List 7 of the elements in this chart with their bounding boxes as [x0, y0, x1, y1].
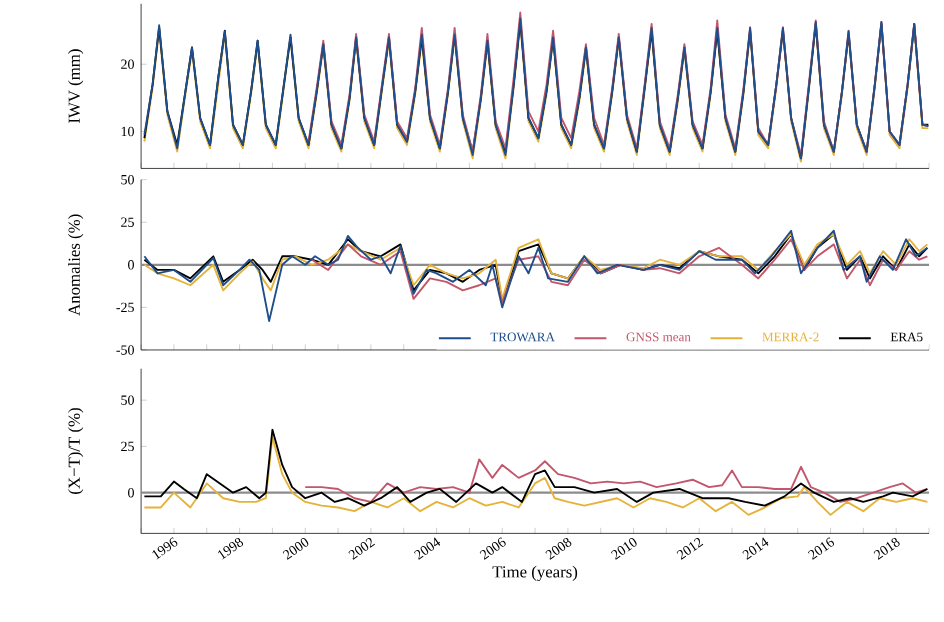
y-axis-title: (X−T)/T (%) [68, 408, 84, 495]
line-series [304, 458, 929, 504]
y-axis-title: Anomalies (%) [68, 214, 84, 316]
line-series [143, 230, 929, 323]
line-series [310, 238, 929, 304]
y-axis-title: IWV (mm) [68, 49, 84, 124]
x-axis-title: Time (years) [492, 566, 578, 582]
